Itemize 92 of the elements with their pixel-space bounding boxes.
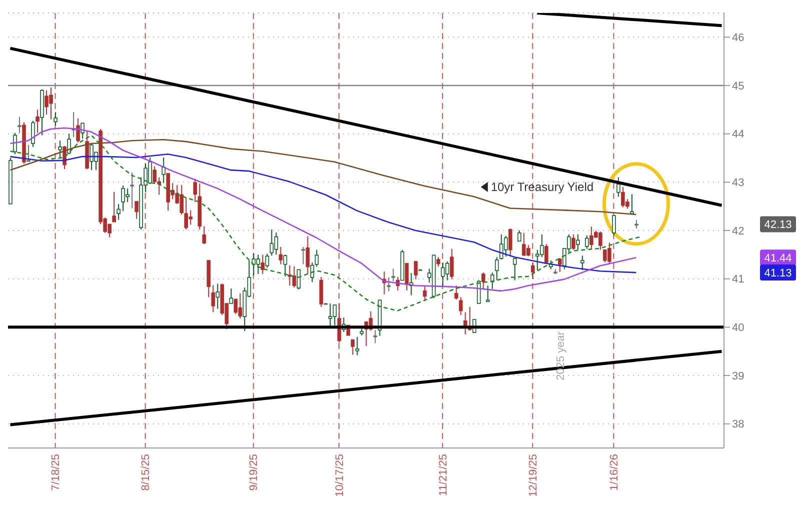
candlestick [67, 133, 71, 155]
candlestick [216, 283, 220, 310]
candlestick [630, 194, 634, 214]
text: 42.13 [764, 219, 792, 232]
candlestick [494, 256, 499, 281]
candlestick [504, 235, 508, 258]
candlestick [585, 234, 589, 250]
y-tick-label: 44 [732, 128, 744, 141]
candlestick [404, 262, 409, 291]
candlestick [580, 255, 584, 271]
candlestick [234, 298, 238, 315]
candlestick [301, 246, 306, 265]
candlestick [193, 178, 198, 202]
candlestick [558, 258, 562, 273]
candlestick [202, 226, 206, 245]
y-tick-label: 42 [732, 225, 744, 238]
x-tick-label: 8/15/25 [140, 454, 152, 491]
candlestick [422, 286, 427, 301]
candlestick [512, 258, 517, 281]
candlestick [31, 120, 35, 148]
candlestick [373, 330, 378, 344]
candlestick [391, 268, 396, 282]
x-tick-label: 10/17/25 [334, 454, 346, 497]
candlestick [229, 288, 234, 304]
candlestick [530, 262, 535, 280]
candlestick [328, 302, 332, 328]
x-tick-label: 9/19/25 [248, 454, 260, 491]
y-tick-label: 46 [732, 32, 744, 44]
line-series [10, 138, 637, 216]
candlestick [54, 112, 58, 126]
candlestick [278, 246, 283, 265]
candlestick [445, 260, 450, 281]
annotation: 2025 year [555, 331, 568, 380]
candlestick [211, 284, 216, 313]
candlestick [270, 229, 274, 256]
candlestick [319, 276, 324, 308]
y-tick-label: 43 [732, 177, 744, 190]
candlestick [162, 157, 166, 184]
x-tick-label: 7/18/25 [50, 454, 62, 491]
candlestick [612, 215, 616, 236]
candlestick [571, 234, 576, 250]
candlestick [130, 172, 134, 209]
candlestick [274, 232, 278, 256]
y-tick-label: 40 [732, 322, 744, 334]
candlestick [288, 264, 292, 286]
candlestick [18, 116, 22, 134]
line-series [10, 134, 642, 312]
candlestick [58, 140, 62, 158]
y-tick-label: 39 [732, 370, 744, 382]
candlestick [76, 118, 80, 144]
candlestick [517, 230, 522, 242]
candlestick [450, 248, 454, 280]
y-tick-label: 38 [732, 418, 744, 431]
x-tick-label: 1/16/26 [608, 454, 620, 491]
x-tick-label: 11/21/25 [437, 454, 450, 496]
y-tick-label: 45 [732, 80, 744, 92]
text: 41.44 [764, 252, 792, 265]
candlestick [540, 234, 544, 258]
candlestick [486, 285, 490, 303]
candlestick [26, 144, 30, 162]
candlestick [436, 256, 440, 268]
candlestick [80, 122, 84, 140]
candlestick [36, 109, 40, 134]
candlestick [576, 234, 580, 250]
candlestick [544, 244, 548, 264]
text: 41.13 [764, 268, 792, 280]
candlestick [414, 260, 418, 280]
candlestick [616, 176, 620, 198]
candlestick [256, 254, 260, 274]
candlestick [454, 285, 458, 300]
annotation: 10yr Treasury Yield [490, 180, 594, 194]
candlestick [355, 336, 360, 356]
candlestick [13, 132, 17, 155]
candlestick [238, 292, 242, 319]
candlestick [116, 203, 120, 220]
candlestick [112, 191, 116, 222]
candlestick [332, 304, 337, 326]
candlestick [283, 254, 288, 277]
candlestick [184, 197, 188, 230]
candlestick [386, 276, 391, 292]
candlestick [458, 296, 463, 316]
y-tick-label: 41 [732, 274, 744, 286]
candlestick [134, 201, 138, 220]
candlestick [440, 262, 445, 288]
candlestick [481, 272, 486, 289]
candlestick [314, 249, 319, 268]
candlestick [265, 253, 270, 268]
x-tick-label: 12/19/25 [527, 454, 540, 497]
candlestick [526, 244, 530, 257]
candlestick [508, 228, 512, 258]
candlestick [306, 236, 310, 274]
candlestick [350, 339, 355, 356]
